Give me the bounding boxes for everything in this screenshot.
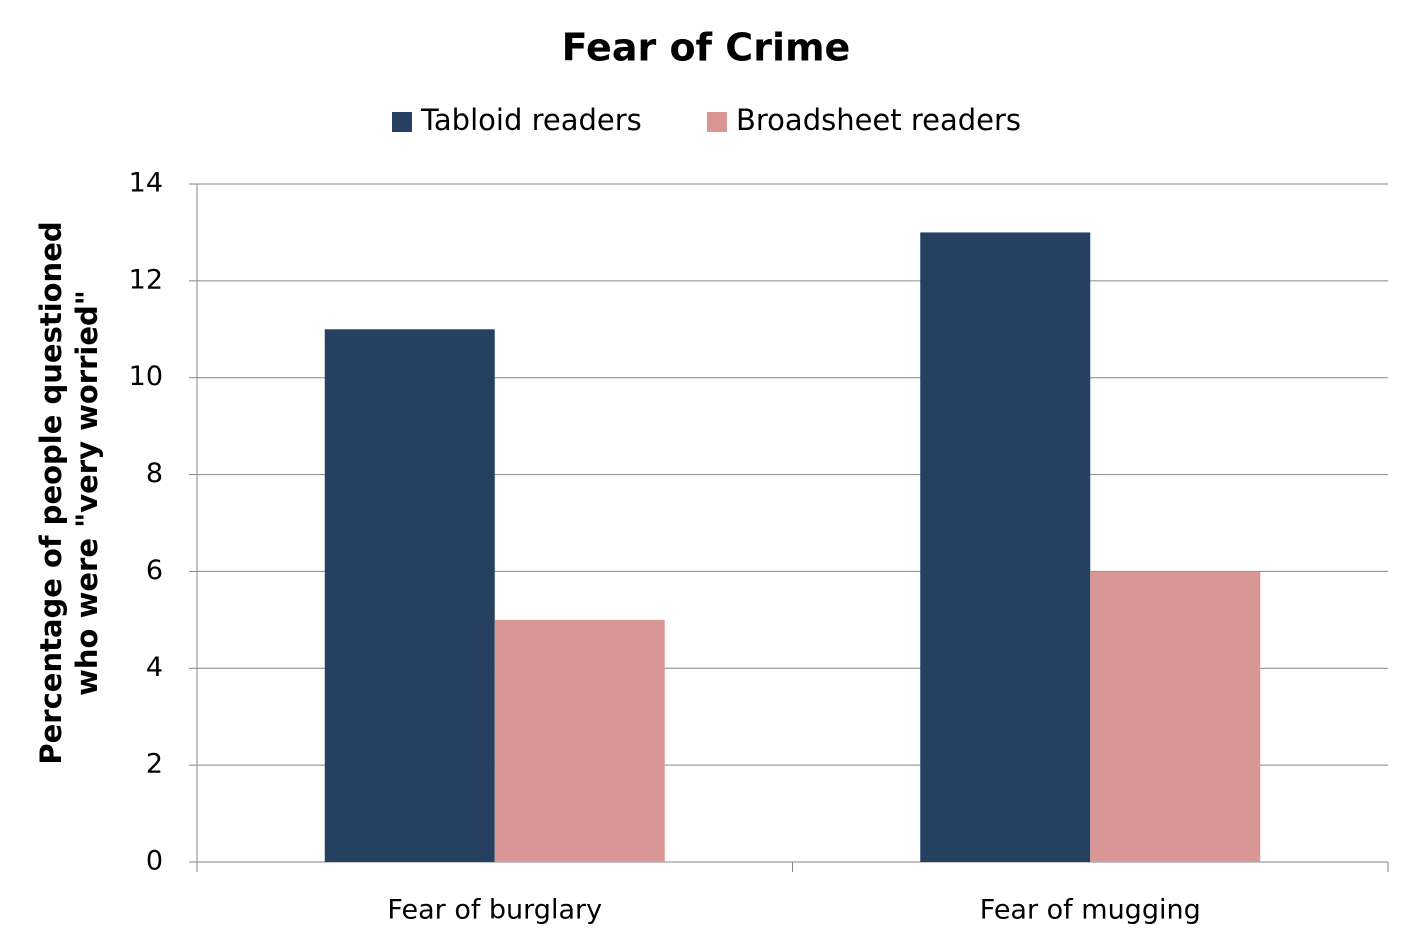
y-tick-label: 4 (146, 652, 163, 683)
y-axis-label-line: who were "very worried" (70, 290, 104, 696)
bar (1090, 571, 1261, 862)
y-tick-label: 6 (146, 555, 163, 586)
chart-title: Fear of Crime (562, 26, 851, 70)
x-tick-label: Fear of burglary (387, 895, 602, 926)
y-axis-label: Percentage of people questioned who were… (34, 221, 104, 764)
legend-swatch (707, 112, 727, 132)
y-tick-label: 10 (129, 361, 163, 392)
x-tick-label: Fear of mugging (980, 895, 1201, 926)
y-tick-label: 8 (146, 458, 163, 489)
y-axis-label-line: Percentage of people questioned (34, 221, 68, 764)
y-tick-label: 0 (146, 846, 163, 877)
legend-swatch (392, 112, 412, 132)
legend-label: Tabloid readers (420, 103, 642, 137)
bar (920, 232, 1091, 862)
bar (324, 329, 495, 862)
y-tick-label: 12 (129, 264, 163, 295)
legend-label: Broadsheet readers (736, 103, 1021, 137)
y-tick-label: 14 (129, 168, 163, 199)
y-tick-label: 2 (146, 749, 163, 780)
bar (494, 619, 665, 862)
